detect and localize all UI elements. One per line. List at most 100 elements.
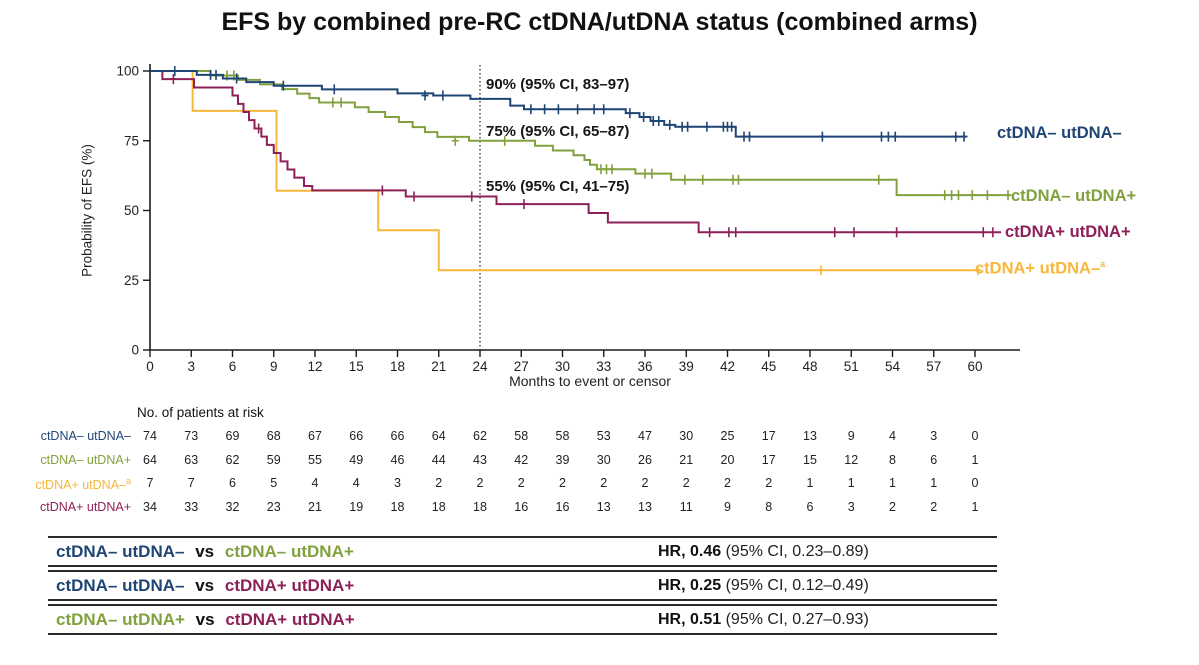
risk-cell: 2 (435, 476, 443, 490)
risk-cell: 21 (679, 452, 694, 467)
group-a-label: ctDNA– utDNA+ (56, 609, 185, 629)
censor-mark (600, 104, 608, 115)
hr-comparison-row-2: ctDNA– utDNA– vs ctDNA+ utDNA+ HR, 0.25 … (48, 570, 997, 601)
censor-mark (948, 190, 956, 201)
censor-mark (941, 190, 949, 201)
risk-cell: 11 (679, 499, 693, 514)
censor-mark (1004, 190, 1012, 201)
censor-mark (330, 84, 338, 95)
risk-cell: 43 (473, 452, 487, 467)
risk-cell: 19 (349, 499, 364, 514)
legend-label-ctDNA+utDNA+: ctDNA+ utDNA+ (1005, 223, 1131, 241)
comparison-groups: ctDNA– utDNA– vs ctDNA– utDNA+ (48, 542, 354, 562)
censor-mark (706, 227, 714, 238)
y-tick-label: 25 (124, 273, 139, 288)
censor-mark (410, 191, 418, 202)
censor-mark (640, 112, 648, 123)
risk-cell: 47 (638, 429, 652, 443)
x-tick-label: 9 (270, 359, 278, 374)
vs-label: vs (195, 541, 215, 561)
censor-mark (955, 190, 962, 201)
risk-cell: 42 (514, 452, 529, 467)
censor-mark (891, 131, 899, 142)
comparison-groups: ctDNA– utDNA+ vs ctDNA+ utDNA+ (48, 610, 355, 630)
risk-cell: 7 (187, 476, 195, 490)
risk-cell: 46 (390, 452, 405, 467)
censor-mark (732, 227, 740, 238)
x-tick-label: 30 (555, 359, 570, 374)
risk-cell: 64 (431, 429, 446, 443)
risk-cell: 25 (720, 429, 735, 443)
x-tick-label: 0 (146, 359, 154, 374)
censor-mark (421, 90, 429, 101)
km-curve-ctDNA+utDNA+ (150, 70, 1002, 234)
risk-cell: 6 (806, 499, 814, 514)
km-curve-ctDNA+utDNA- (150, 70, 981, 272)
censor-mark (989, 227, 997, 238)
censor-mark (684, 121, 692, 132)
hr-value: HR, 0.25 (95% CI, 0.12–0.49) (658, 576, 869, 594)
x-tick-label: 54 (885, 359, 901, 374)
y-tick-label: 0 (131, 343, 139, 358)
risk-cell: 64 (143, 452, 157, 467)
group-b-label: ctDNA+ utDNA+ (225, 609, 355, 629)
risk-cell: 2 (559, 476, 566, 490)
censor-mark (169, 74, 177, 85)
risk-cell: 34 (143, 499, 157, 514)
risk-cell: 1 (971, 452, 979, 467)
risk-cell: 3 (930, 429, 938, 443)
censor-mark (655, 115, 663, 126)
risk-cell: 8 (765, 499, 773, 514)
risk-cell: 2 (600, 476, 608, 490)
censor-mark (233, 73, 241, 84)
risk-cell: 2 (930, 499, 938, 514)
risk-cell: 6 (930, 452, 938, 467)
risk-cell: 62 (225, 452, 240, 467)
x-tick-label: 45 (761, 359, 776, 374)
risk-cell: 32 (225, 499, 240, 514)
risk-cell: 30 (679, 429, 694, 443)
risk-cell: 2 (641, 476, 649, 490)
chart-title: EFS by combined pre-RC ctDNA/utDNA statu… (221, 8, 978, 36)
km-curve-ctDNA-utDNA+ (150, 70, 1011, 197)
risk-cell: 69 (225, 429, 240, 443)
risk-cell: 39 (555, 452, 570, 467)
censor-mark (378, 185, 386, 196)
risk-cell: 49 (349, 452, 364, 467)
x-tick-label: 18 (390, 359, 405, 374)
risk-cell: 3 (847, 499, 855, 514)
censor-mark (831, 227, 839, 238)
risk-cell: 3 (394, 476, 401, 490)
risk-cell: 12 (844, 452, 859, 467)
risk-row-label: ctDNA– utDNA+ (40, 452, 131, 467)
x-tick-label: 24 (472, 359, 488, 374)
risk-cell: 21 (308, 499, 322, 514)
censor-mark (527, 104, 535, 115)
censor-mark (878, 131, 885, 142)
x-tick-label: 51 (844, 359, 859, 374)
risk-cell: 9 (847, 429, 855, 443)
censor-mark (875, 174, 883, 185)
censor-mark (337, 97, 345, 108)
annotation-75pct: 75% (95% CI, 65–87) (486, 123, 630, 140)
risk-row-label: ctDNA– utDNA– (40, 429, 131, 443)
risk-cell: 44 (431, 452, 446, 467)
censor-mark (171, 66, 179, 76)
censor-mark (952, 131, 960, 142)
censor-mark (960, 131, 968, 142)
censor-mark (818, 131, 826, 142)
censor-mark (884, 131, 892, 142)
risk-cell: 8 (889, 452, 896, 467)
risk-row-label: ctDNA+ utDNA+ (39, 499, 131, 514)
risk-cell: 17 (761, 452, 776, 467)
censor-mark (451, 135, 459, 146)
risk-cell: 17 (761, 429, 776, 443)
censor-mark (746, 131, 753, 142)
risk-cell: 20 (720, 452, 735, 467)
risk-cell: 55 (308, 452, 322, 467)
x-tick-label: 42 (720, 359, 735, 374)
censor-mark (641, 168, 649, 179)
censor-mark (255, 123, 263, 134)
risk-cell: 15 (803, 452, 817, 467)
